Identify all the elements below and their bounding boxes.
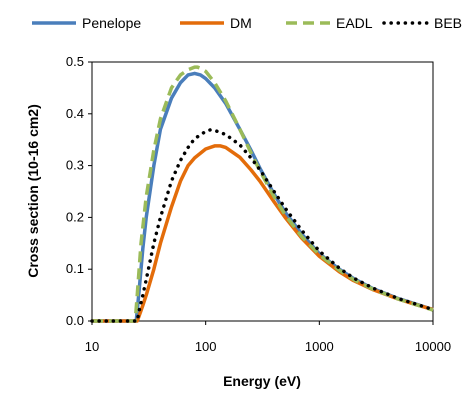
x-tick-label: 10000 <box>415 339 451 354</box>
legend-label-penelope: Penelope <box>82 15 141 31</box>
x-tick-label: 1000 <box>305 339 334 354</box>
x-tick-label: 10 <box>85 339 99 354</box>
legend-label-beb: BEB <box>434 15 462 31</box>
x-axis-title: Energy (eV) <box>223 373 301 389</box>
y-tick-label: 0.0 <box>66 313 84 328</box>
y-axis-title: Cross section (10-16 cm2) <box>25 104 41 278</box>
legend-label-eadl: EADL <box>336 15 373 31</box>
y-tick-label: 0.4 <box>66 106 84 121</box>
y-axis: 0.0 0.1 0.2 0.3 0.4 0.5 <box>66 54 92 328</box>
y-tick-label: 0.2 <box>66 209 84 224</box>
series-line-eadl <box>92 65 434 323</box>
series-line-penelope <box>92 71 434 323</box>
series-line-dm <box>92 144 434 323</box>
series-line-beb <box>90 128 435 323</box>
series-layer <box>90 65 435 323</box>
x-axis: 10 100 1000 10000 <box>85 321 451 354</box>
legend: Penelope DM EADL BEB <box>32 15 462 31</box>
y-tick-label: 0.1 <box>66 261 84 276</box>
y-tick-label: 0.5 <box>66 54 84 69</box>
plot-area-frame <box>91 61 434 322</box>
x-tick-label: 100 <box>195 339 217 354</box>
y-tick-label: 0.3 <box>66 158 84 173</box>
legend-label-dm: DM <box>230 15 252 31</box>
